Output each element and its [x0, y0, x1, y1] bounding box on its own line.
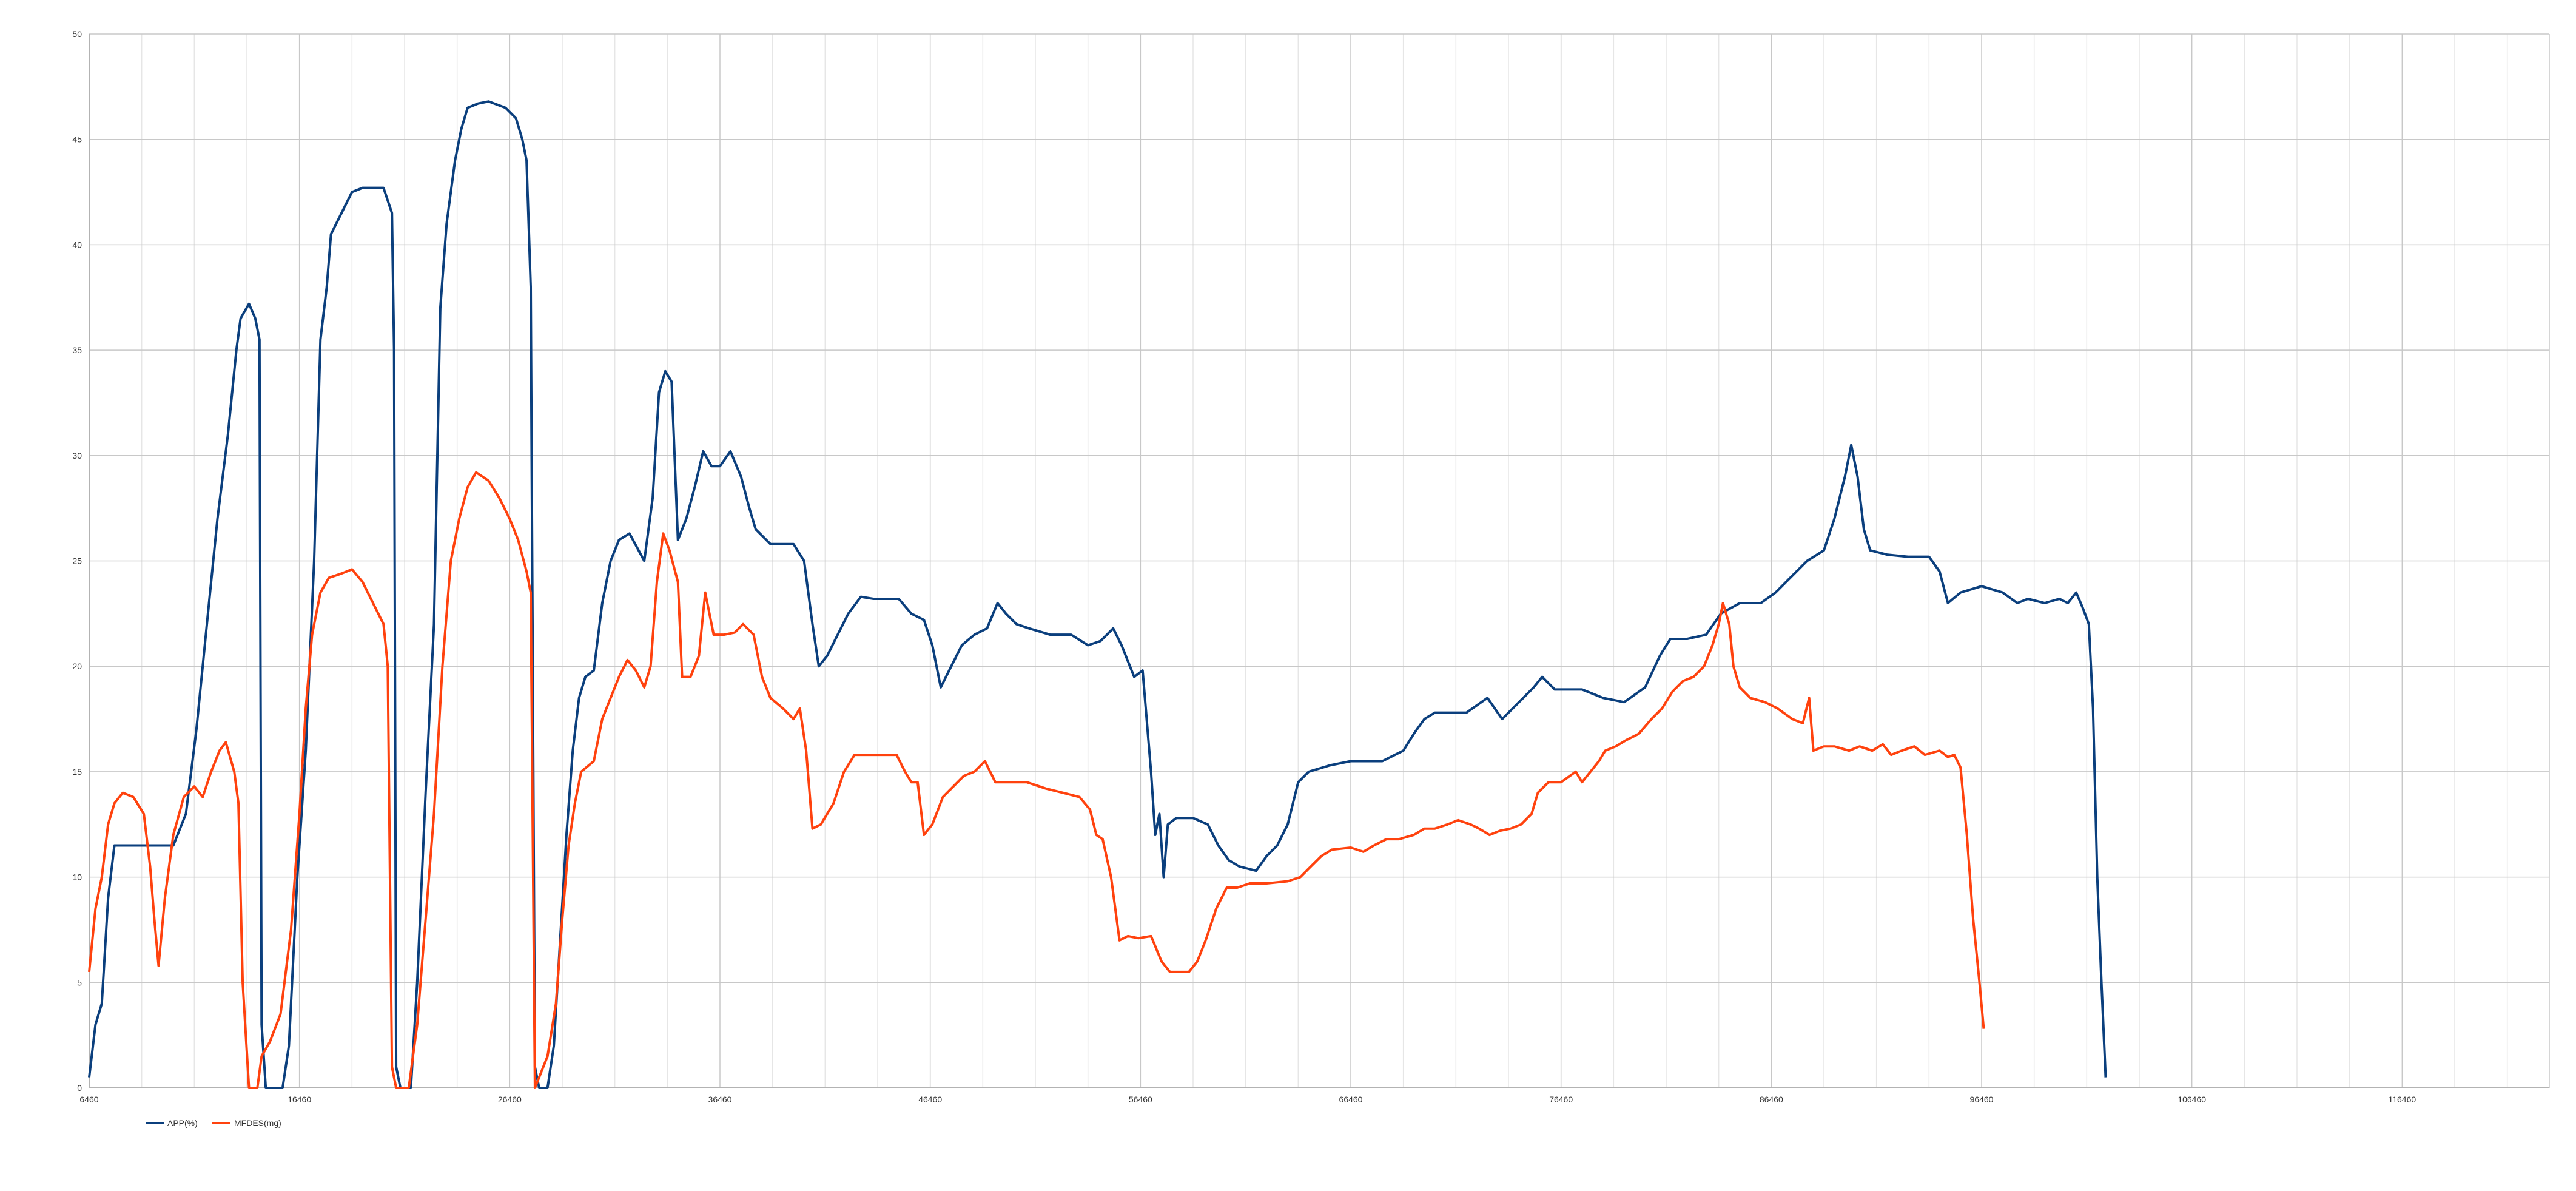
- y-tick-label: 25: [72, 556, 82, 566]
- series-lines: [88, 100, 2107, 1089]
- y-tick-label: 15: [72, 767, 82, 777]
- series-line-mfdes: [88, 471, 1985, 1089]
- legend: APP(%) MFDES(mg): [146, 1118, 281, 1128]
- x-tick-label: 6460: [79, 1095, 98, 1104]
- x-tick-label: 56460: [1129, 1095, 1152, 1104]
- legend-label: MFDES(mg): [234, 1118, 281, 1128]
- y-tick-label: 5: [77, 977, 82, 987]
- plot-area: [89, 34, 2550, 1088]
- y-tick-label: 20: [72, 661, 82, 671]
- major-gridlines: [89, 33, 2549, 1088]
- y-tick-label: 50: [72, 29, 82, 39]
- x-tick-label: 76460: [1549, 1095, 1573, 1104]
- y-tick-label: 35: [72, 345, 82, 355]
- y-tick-label: 10: [72, 872, 82, 882]
- x-tick-label: 46460: [918, 1095, 942, 1104]
- x-tick-label: 26460: [498, 1095, 522, 1104]
- x-axis-tick-labels: 6460 16460 26460 36460 46460 56460 66460 76460 8…: [79, 1095, 2416, 1104]
- y-axis-tick-labels: 0 5 10 15 20 25 30 35 40 45 50: [72, 29, 82, 1093]
- x-tick-label: 16460: [288, 1095, 311, 1104]
- x-tick-label: 106460: [2177, 1095, 2206, 1104]
- x-tick-label: 116460: [2388, 1095, 2416, 1104]
- y-tick-label: 30: [72, 451, 82, 461]
- x-tick-label: 86460: [1760, 1095, 1783, 1104]
- x-tick-label: 66460: [1339, 1095, 1363, 1104]
- x-tick-label: 36460: [708, 1095, 732, 1104]
- y-tick-label: 45: [72, 135, 82, 144]
- y-tick-label: 0: [77, 1083, 82, 1093]
- legend-label: APP(%): [167, 1118, 198, 1128]
- series-line-app: [88, 100, 2107, 1089]
- x-tick-label: 96460: [1970, 1095, 1994, 1104]
- y-tick-label: 40: [72, 240, 82, 249]
